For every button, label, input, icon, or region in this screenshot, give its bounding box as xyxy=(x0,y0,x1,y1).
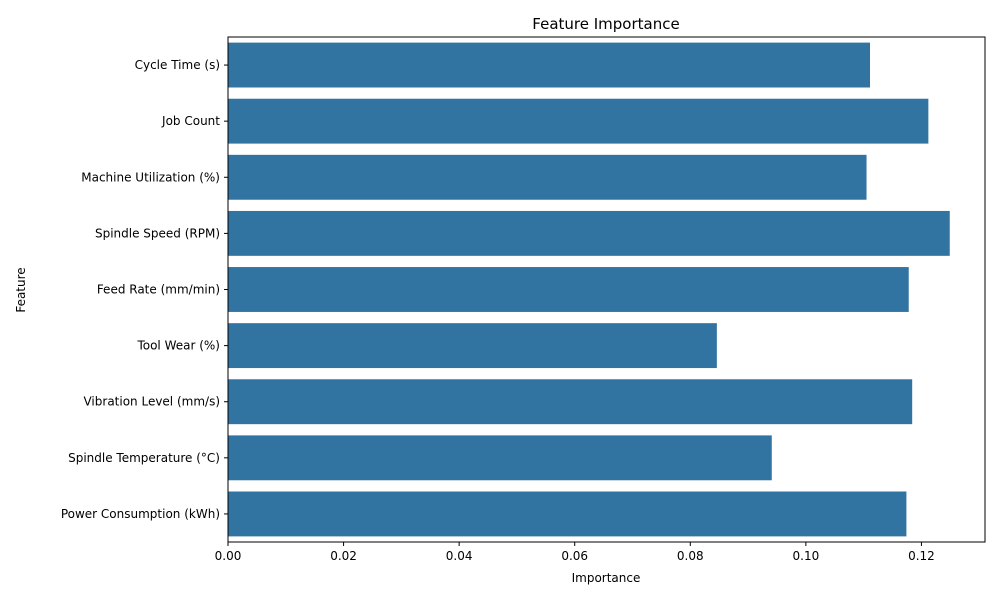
bar-1 xyxy=(228,98,929,144)
y-tick-label-2: Machine Utilization (%) xyxy=(81,170,220,184)
axes-group xyxy=(227,36,986,543)
y-tick-label-8: Power Consumption (kWh) xyxy=(61,507,220,521)
y-tick-label-4: Feed Rate (mm/min) xyxy=(97,283,220,297)
bar-5 xyxy=(228,323,717,369)
bar-0 xyxy=(228,42,871,88)
x-ticks-group: 0.00 0.02 0.04 0.06 0.08 0.10 0.12 xyxy=(215,542,935,563)
bar-7 xyxy=(228,435,772,481)
x-tick-label-1: 0.02 xyxy=(330,549,357,563)
bar-4 xyxy=(228,267,909,312)
x-axis-label: Importance xyxy=(572,571,641,585)
bar-3 xyxy=(228,210,950,256)
y-tick-label-6: Vibration Level (mm/s) xyxy=(83,395,220,409)
bar-8 xyxy=(228,491,907,537)
y-tick-label-3: Spindle Speed (RPM) xyxy=(95,226,220,240)
y-axis-label: Feature xyxy=(14,267,28,312)
bars-group xyxy=(228,42,950,537)
x-tick-label-6: 0.12 xyxy=(908,549,935,563)
x-tick-label-3: 0.06 xyxy=(561,549,588,563)
y-tick-label-7: Spindle Temperature (°C) xyxy=(68,451,220,465)
x-tick-label-2: 0.04 xyxy=(446,549,473,563)
x-tick-label-4: 0.08 xyxy=(677,549,704,563)
y-tick-label-1: Job Count xyxy=(161,114,220,128)
bar-6 xyxy=(228,379,913,425)
y-tick-label-0: Cycle Time (s) xyxy=(135,58,220,72)
y-ticks-group: Cycle Time (s) Job Count Machine Utilizati… xyxy=(61,58,228,521)
x-tick-label-0: 0.00 xyxy=(215,549,242,563)
chart-title: Feature Importance xyxy=(532,15,679,33)
x-tick-label-5: 0.10 xyxy=(793,549,820,563)
bar-2 xyxy=(228,154,867,200)
y-tick-label-5: Tool Wear (%) xyxy=(136,339,220,353)
plot-frame xyxy=(227,36,986,543)
